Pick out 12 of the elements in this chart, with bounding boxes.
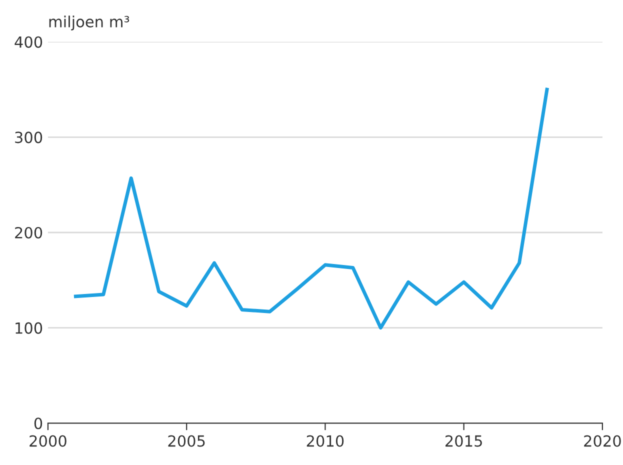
y-tick-label: 0 [34, 418, 42, 430]
x-tick-label: 2005 [168, 435, 205, 447]
y-tick-label: 100 [16, 322, 42, 334]
y-tick-label: 200 [15, 226, 42, 239]
x-tick-label: 2010 [306, 435, 344, 447]
y-axis-title: miljoen m³ [49, 16, 130, 30]
line-series [74, 88, 549, 330]
y-tick-label: 400 [14, 36, 42, 48]
x-tick-label: 2020 [584, 435, 621, 447]
y-tick-label: 300 [15, 132, 42, 144]
x-tick-label: 2000 [30, 435, 66, 447]
x-tick-label: 2015 [446, 435, 482, 447]
